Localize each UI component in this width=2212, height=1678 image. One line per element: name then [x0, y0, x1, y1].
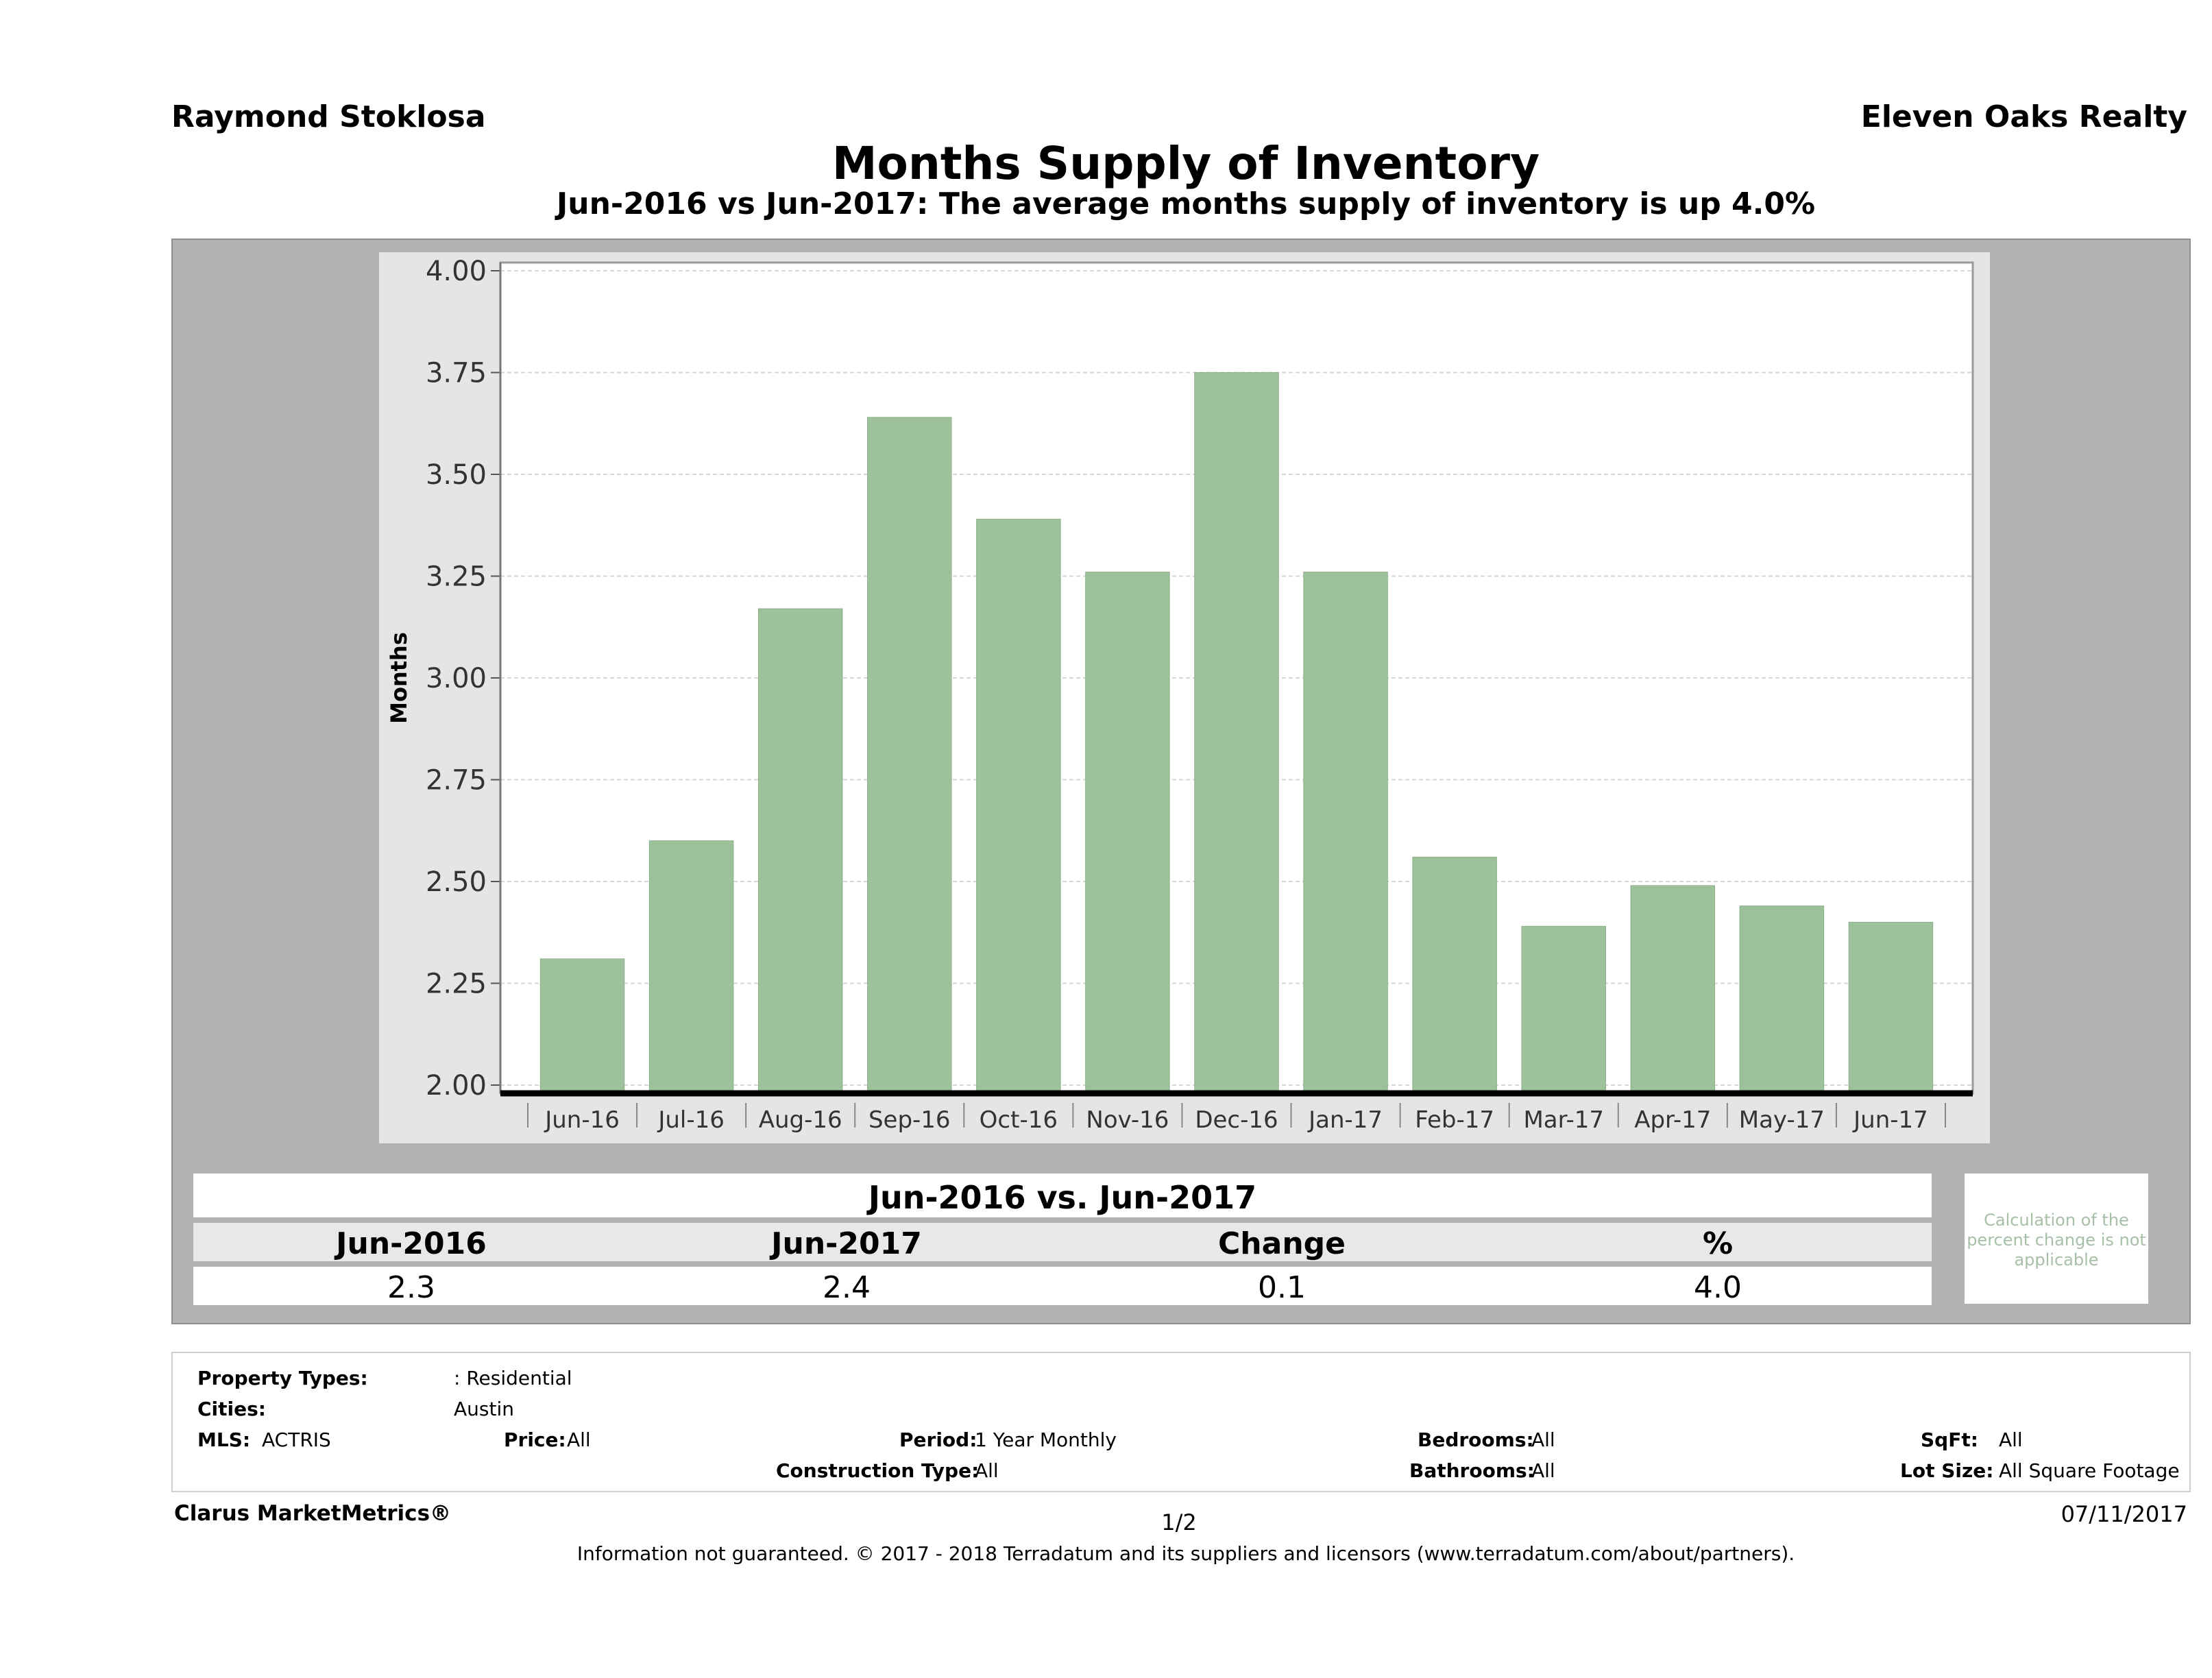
bedrooms-label: Bedrooms:: [1418, 1428, 1534, 1451]
construction-type-label: Construction Type:: [776, 1459, 980, 1482]
summary-val-jun-2016: 2.3: [387, 1270, 435, 1305]
bar-jan-17: [1303, 572, 1388, 1094]
report-date: 07/11/2017: [2061, 1501, 2187, 1527]
x-tick-label: Feb-17: [1415, 1106, 1494, 1134]
filters-panel: Property Types: : Residential Cities: Au…: [171, 1352, 2191, 1492]
summary-val-percent: 4.0: [1694, 1270, 1742, 1305]
y-tick-label: 2.50: [426, 866, 487, 898]
bar-jun-16: [539, 958, 625, 1094]
summary-heading: Jun-2016 vs. Jun-2017: [193, 1174, 1932, 1217]
bar-sep-16: [867, 417, 952, 1094]
summary-val-jun-2017: 2.4: [823, 1270, 871, 1305]
bar-may-17: [1739, 905, 1825, 1094]
x-tick-label: Jun-17: [1852, 1106, 1928, 1134]
cities-value: Austin: [454, 1398, 514, 1420]
footer-brand: Clarus MarketMetrics®: [174, 1501, 452, 1526]
x-tick-label: Jan-17: [1307, 1106, 1383, 1134]
x-tick-label: Sep-16: [868, 1106, 951, 1134]
bathrooms-value: All: [1531, 1459, 1555, 1482]
price-label: Price:: [504, 1428, 566, 1451]
company-name: Eleven Oaks Realty: [1860, 99, 2187, 134]
summary-col-change: Change: [1218, 1226, 1346, 1261]
x-tick-label: Aug-16: [759, 1106, 842, 1134]
y-tick-label: 3.50: [426, 459, 487, 491]
y-tick-label: 4.00: [426, 256, 487, 287]
bar-jul-16: [648, 840, 734, 1094]
sqft-label: SqFt:: [1921, 1428, 1978, 1451]
period-label: Period:: [899, 1428, 977, 1451]
x-tick-label: Jun-16: [544, 1106, 620, 1134]
y-tick-label: 2.00: [426, 1070, 487, 1102]
chart-title: Months Supply of Inventory: [831, 137, 1540, 190]
y-tick-label: 3.00: [426, 663, 487, 694]
summary-col-jun-2017: Jun-2017: [771, 1226, 922, 1261]
summary-column-headers: Jun-2016 Jun-2017 Change %: [193, 1223, 1932, 1261]
mls-label: MLS:: [197, 1428, 251, 1451]
page-number: 1/2: [1161, 1509, 1197, 1535]
chart-subtitle: Jun-2016 vs Jun-2017: The average months…: [556, 186, 1816, 221]
y-tick-label: 2.25: [426, 969, 487, 1000]
x-tick-label: May-17: [1739, 1106, 1825, 1134]
bathrooms-label: Bathrooms:: [1409, 1459, 1535, 1482]
bar-jun-17: [1848, 921, 1934, 1094]
summary-values: 2.3 2.4 0.1 4.0: [193, 1267, 1932, 1305]
summary-col-jun-2016: Jun-2016: [336, 1226, 487, 1261]
cities-label: Cities:: [197, 1398, 266, 1420]
x-tick-label: Apr-17: [1634, 1106, 1711, 1134]
property-types-value: : Residential: [454, 1367, 572, 1389]
lot-size-value: All Square Footage: [1999, 1459, 2180, 1482]
x-tick-label: Nov-16: [1086, 1106, 1169, 1134]
bar-nov-16: [1085, 572, 1170, 1094]
price-value: All: [567, 1428, 591, 1451]
bedrooms-value: All: [1531, 1428, 1555, 1451]
y-axis-label: Months: [386, 632, 412, 724]
y-tick-label: 3.75: [426, 358, 487, 389]
bar-apr-17: [1630, 885, 1716, 1094]
bar-chart: 2.00 2.25 2.50 2.75 3.00 3.25 3.50 3.75 4.00 Mont…: [386, 256, 1974, 1134]
bar-mar-17: [1521, 925, 1606, 1094]
percent-change-note: Calculation of the percent change is not…: [1965, 1174, 2148, 1304]
bar-feb-17: [1412, 856, 1497, 1094]
bar-oct-16: [976, 518, 1061, 1094]
x-tick-label: Jul-16: [657, 1106, 725, 1134]
bar-dec-16: [1194, 372, 1279, 1094]
y-tick-label: 2.75: [426, 765, 487, 797]
construction-type-value: All: [975, 1459, 999, 1482]
summary-col-percent: %: [1702, 1226, 1734, 1261]
bar-aug-16: [757, 608, 843, 1094]
sqft-value: All: [1999, 1428, 2023, 1451]
disclaimer: Information not guaranteed. © 2017 - 201…: [576, 1542, 1795, 1565]
period-value: 1 Year Monthly: [975, 1428, 1117, 1451]
x-tick-label: Oct-16: [980, 1106, 1058, 1134]
summary-val-change: 0.1: [1258, 1270, 1306, 1305]
lot-size-label: Lot Size:: [1900, 1459, 1994, 1482]
x-tick-label: Dec-16: [1195, 1106, 1278, 1134]
agent-name: Raymond Stoklosa: [171, 99, 486, 134]
y-tick-label: 3.25: [426, 561, 487, 593]
x-tick-label: Mar-17: [1523, 1106, 1604, 1134]
property-types-label: Property Types:: [197, 1367, 368, 1389]
mls-value: ACTRIS: [262, 1428, 331, 1451]
